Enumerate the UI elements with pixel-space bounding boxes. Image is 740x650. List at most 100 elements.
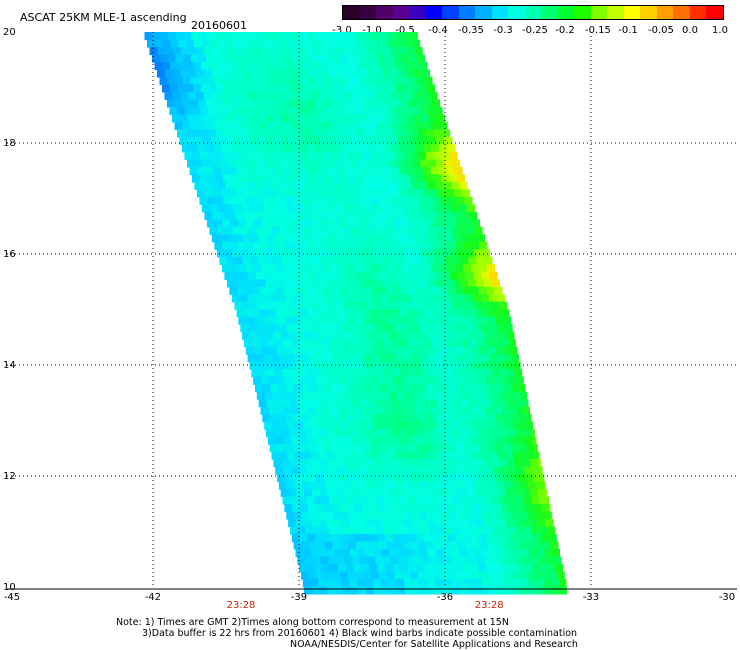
swath-cell xyxy=(430,526,439,535)
swath-cell xyxy=(251,369,260,378)
swath-cell xyxy=(285,414,295,423)
swath-cell xyxy=(297,279,306,288)
swath-cell xyxy=(305,429,314,438)
swath-cell xyxy=(269,444,279,453)
swath-cell xyxy=(343,69,353,78)
swath-cell xyxy=(466,421,475,430)
swath-cell xyxy=(374,279,384,288)
swath-cell xyxy=(395,129,404,138)
y-tick-label: 16 xyxy=(3,249,16,260)
swath-cell xyxy=(371,414,380,423)
swath-cell xyxy=(294,294,303,303)
colorbar-tick-label: -0.4 xyxy=(428,25,448,36)
swath-cell xyxy=(401,196,411,205)
swath-cell xyxy=(358,331,368,340)
swath-cell xyxy=(306,466,315,475)
swath-cell xyxy=(416,504,426,513)
swath-cell xyxy=(338,77,347,86)
swath-cell xyxy=(309,384,318,393)
swath-cell xyxy=(306,436,316,445)
swath-cell xyxy=(347,444,356,453)
swath-cell xyxy=(333,106,342,115)
swath-cell xyxy=(207,151,217,160)
swath-cell xyxy=(441,151,450,160)
swath-cell xyxy=(524,466,533,475)
swath-cell xyxy=(263,39,273,48)
swath-cell xyxy=(273,91,282,100)
swath-cell xyxy=(517,564,526,573)
swath-cell xyxy=(468,429,477,438)
swath-cell xyxy=(525,534,534,543)
swath-cell xyxy=(373,421,382,430)
swath-cell xyxy=(387,384,396,393)
swath-cell xyxy=(314,436,323,445)
swath-cell xyxy=(379,151,388,160)
swath-cell xyxy=(346,54,356,63)
swath-cell xyxy=(220,166,229,175)
swath-cell xyxy=(289,459,298,468)
swath-cell xyxy=(348,151,357,160)
swath-cell xyxy=(357,226,366,235)
swath-cell xyxy=(422,399,431,408)
swath-cell xyxy=(431,121,440,130)
swath-cell xyxy=(485,496,494,505)
swath-cell xyxy=(522,459,531,468)
swath-cell xyxy=(219,234,229,243)
swath-cell xyxy=(390,114,399,123)
swath-cell xyxy=(370,444,380,453)
swath-cell xyxy=(410,384,420,393)
swath-cell xyxy=(465,354,474,363)
colorbar-tick-label: -0.5 xyxy=(395,25,415,36)
swath-cell xyxy=(375,429,384,438)
swath-cell xyxy=(306,166,315,175)
swath-cell xyxy=(313,211,322,220)
swath-cell xyxy=(342,549,351,558)
swath-cell xyxy=(389,136,399,145)
swath-cell xyxy=(365,549,374,558)
swath-cell xyxy=(348,354,358,363)
swath-cell xyxy=(491,331,500,340)
swath-cell xyxy=(433,316,442,325)
swath-cell xyxy=(531,526,540,535)
swath-cell xyxy=(461,369,470,378)
swath-cell xyxy=(291,77,301,86)
swath-cell xyxy=(449,511,459,520)
x-tick-label: -30 xyxy=(718,592,736,603)
swath-cell xyxy=(245,54,254,63)
swath-cell xyxy=(448,474,457,483)
swath-cell xyxy=(406,211,416,220)
swath-cell xyxy=(210,159,219,168)
swath-cell xyxy=(416,99,425,108)
swath-cell xyxy=(406,47,415,56)
swath-cell xyxy=(441,129,451,138)
swath-cell xyxy=(211,91,220,100)
swath-cell xyxy=(482,391,491,400)
swath-cell xyxy=(364,294,373,303)
swath-cell xyxy=(408,264,418,273)
swath-cell xyxy=(464,541,474,550)
swath-cell xyxy=(296,331,305,340)
swath-cell xyxy=(237,77,246,86)
swath-cell xyxy=(432,241,441,250)
swath-cell xyxy=(278,84,288,93)
swath-cell xyxy=(333,481,342,490)
swath-cell xyxy=(276,32,286,41)
swath-cell xyxy=(271,226,281,235)
swath-cell xyxy=(397,331,407,340)
swath-cell xyxy=(532,564,542,573)
swath-cell xyxy=(289,47,299,56)
swath-cell xyxy=(506,519,515,528)
swath-cell xyxy=(436,519,445,528)
swath-cell xyxy=(258,399,268,408)
swath-cell xyxy=(185,84,194,93)
swath-cell xyxy=(459,391,468,400)
swath-cell xyxy=(506,331,515,340)
swath-cell xyxy=(378,444,388,453)
swath-cell xyxy=(434,511,443,520)
swath-cell xyxy=(292,504,301,513)
swath-cell xyxy=(234,279,244,288)
swath-cell xyxy=(493,436,503,445)
swath-cell xyxy=(326,579,335,588)
swath-cell xyxy=(307,534,316,543)
swath-cell xyxy=(406,526,416,535)
